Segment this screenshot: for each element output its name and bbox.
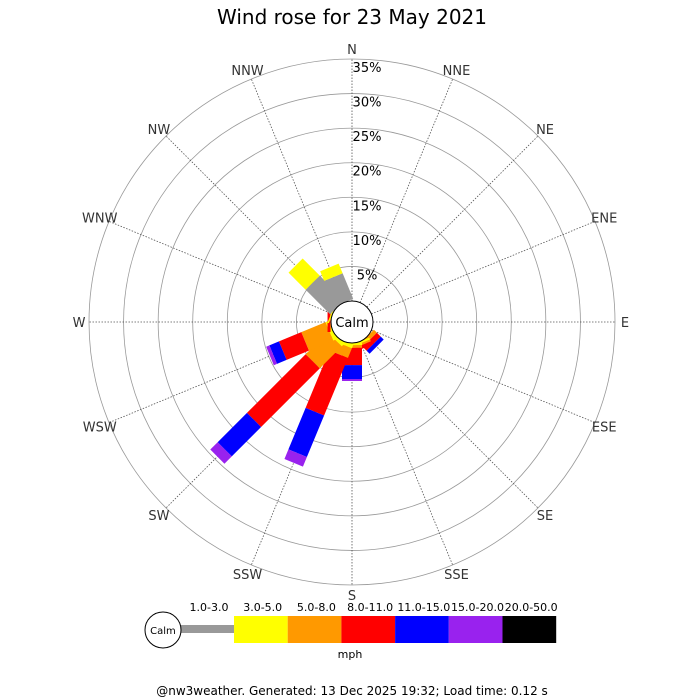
petal-segment-se-4 xyxy=(366,336,384,354)
grid-spoke xyxy=(108,220,333,315)
grid-spoke xyxy=(366,135,539,308)
legend-swatch xyxy=(341,616,396,643)
direction-label: SSW xyxy=(233,568,263,583)
petal-segment-sw-4 xyxy=(217,412,262,457)
grid-ring xyxy=(226,196,478,448)
petal-segment-ssw-4 xyxy=(288,407,325,458)
direction-label: NNW xyxy=(231,64,263,79)
grid: N NNE NE ENE E ESE SE SSE S SSW SW WSW W WNW NW NNW xyxy=(73,43,630,604)
ring-label: 10% xyxy=(353,234,382,249)
grid-ring xyxy=(88,58,616,586)
legend-label: 1.0-3.0 xyxy=(190,601,229,614)
petal-segment-s-4 xyxy=(342,365,362,379)
legend-label: 8.0-11.0 xyxy=(347,601,393,614)
footer-text: @nw3weather. Generated: 13 Dec 2025 19:3… xyxy=(156,684,548,698)
ring-label: 5% xyxy=(357,268,378,283)
petal-segment-ssw-3 xyxy=(305,350,348,416)
direction-label: ENE xyxy=(591,212,617,227)
ring-label: 30% xyxy=(353,96,382,111)
grid-spoke xyxy=(359,78,454,303)
direction-label: N xyxy=(347,43,357,58)
petal-segment-sw-2 xyxy=(305,332,342,369)
petal-segment-sw-3 xyxy=(246,354,320,428)
legend-unit: mph xyxy=(338,648,363,661)
direction-label: NNE xyxy=(443,64,471,79)
petals xyxy=(210,258,384,467)
center-calm: Calm xyxy=(330,300,374,344)
petal-segment-wsw-5 xyxy=(266,345,278,366)
direction-label: SE xyxy=(537,509,553,524)
legend-label: 11.0-15.0 xyxy=(397,601,450,614)
direction-label: W xyxy=(73,316,86,331)
petal-segment-s-5 xyxy=(342,378,362,382)
petal-segment-ssw-5 xyxy=(284,449,307,467)
calm-circle xyxy=(330,300,374,344)
calm-label: Calm xyxy=(335,316,368,331)
ring-label: 25% xyxy=(353,130,382,145)
legend-label: 15.0-20.0 xyxy=(451,601,504,614)
grid-spoke xyxy=(250,78,345,303)
grid-spoke xyxy=(366,336,539,509)
legend-label: 3.0-5.0 xyxy=(243,601,282,614)
grid-spoke xyxy=(371,329,596,424)
direction-label: SSE xyxy=(444,568,469,583)
petal-segment-wsw-4 xyxy=(269,341,287,364)
legend-bins: 1.0-3.0 3.0-5.0 5.0-8.0 8.0-11.0 11.0-15.0 15… xyxy=(190,601,558,643)
petal-segment-nw-1 xyxy=(288,258,320,290)
direction-label: E xyxy=(621,316,629,331)
direction-label: NE xyxy=(536,123,554,138)
legend-swatch xyxy=(448,616,503,643)
direction-label: NW xyxy=(148,123,171,138)
ring-label: 15% xyxy=(353,199,382,214)
grid-spoke xyxy=(359,341,454,566)
ring-label: 20% xyxy=(353,165,382,180)
grid-spoke xyxy=(371,220,596,315)
legend-swatch xyxy=(395,616,449,643)
grid-ring xyxy=(157,127,547,517)
direction-label: WNW xyxy=(82,212,118,227)
direction-label: S xyxy=(348,589,356,604)
ring-labels: 5% 10% 15% 20% 25% 30% 35% xyxy=(353,61,382,283)
legend-calm-label: Calm xyxy=(150,626,176,637)
petal-segment-sw-5 xyxy=(210,442,232,464)
direction-label: WSW xyxy=(83,420,117,435)
legend-label: 5.0-8.0 xyxy=(297,601,336,614)
petal-segment-nnw-1 xyxy=(320,263,343,281)
legend-label: 20.0-50.0 xyxy=(505,601,558,614)
direction-label: SW xyxy=(148,509,169,524)
petal-segment-wsw-3 xyxy=(278,332,309,360)
petal-segment-nnw-0 xyxy=(324,273,354,307)
legend-swatch xyxy=(502,616,557,643)
legend-swatch xyxy=(234,616,288,643)
legend: Calm 1.0-3.0 3.0-5.0 5.0-8.0 8.0-11.0 11.0-1… xyxy=(144,601,558,661)
direction-label: ESE xyxy=(592,420,617,435)
petal-segment-wsw-2 xyxy=(301,322,334,351)
legend-swatch xyxy=(287,616,342,643)
legend-calm-circle xyxy=(144,611,182,649)
ring-label: 35% xyxy=(353,61,382,76)
chart-title: Wind rose for 23 May 2021 xyxy=(217,5,487,29)
